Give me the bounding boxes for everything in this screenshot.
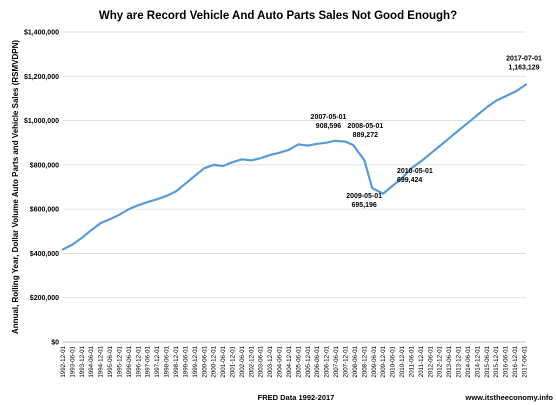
annotation-value: 695,196	[352, 202, 377, 209]
x-tick-label: 2006-12-01	[324, 345, 331, 377]
y-tick-label: $1,400,000	[24, 30, 59, 37]
x-tick-label: 2007-12-01	[343, 345, 350, 377]
x-tick-label: 2004-06-01	[277, 345, 284, 377]
x-tick-label: 1999-06-01	[182, 345, 189, 377]
y-tick-label: $600,000	[30, 207, 59, 214]
y-tick-label: $200,000	[30, 295, 59, 302]
x-tick-label: 1997-06-01	[145, 345, 152, 377]
x-tick-label: 1992-12-01	[60, 345, 67, 377]
x-tick-label: 1993-06-01	[69, 345, 76, 377]
annotation-date: 2010-05-01	[397, 168, 433, 175]
x-tick-label: 1998-12-01	[173, 345, 180, 377]
x-tick-label: 1999-12-01	[192, 345, 199, 377]
x-tick-label: 1996-12-01	[135, 345, 142, 377]
x-tick-label: 2009-12-01	[380, 345, 387, 377]
annotation-date: 2017-07-01	[506, 55, 542, 62]
x-tick-label: 2004-12-01	[286, 345, 293, 377]
x-tick-label: 2003-06-01	[258, 345, 265, 377]
x-tick-label: 2002-12-01	[248, 345, 255, 377]
y-tick-label: $400,000	[30, 251, 59, 258]
x-tick-label: 2012-06-01	[427, 345, 434, 377]
x-tick-label: 1995-06-01	[107, 345, 114, 377]
annotation-value: 699,424	[397, 177, 422, 184]
chart-title: Why are Record Vehicle And Auto Parts Sa…	[99, 10, 457, 22]
annotation-value: 1,163,129	[508, 64, 539, 71]
x-tick-label: 1994-06-01	[88, 345, 95, 377]
series-layer	[61, 83, 528, 251]
annotation-date: 2009-05-01	[346, 193, 382, 200]
x-tick-label: 1996-06-01	[126, 345, 133, 377]
annotation-date: 2008-05-01	[347, 123, 383, 130]
x-tick-label: 2014-06-01	[465, 345, 472, 377]
y-axis-label: Annual, Rolling Year, Dollar Volume Auto…	[11, 40, 20, 334]
y-tick-label: $0	[51, 340, 59, 347]
x-tick-label: 1993-12-01	[79, 345, 86, 377]
x-tick-label: 2014-12-01	[474, 345, 481, 377]
source-credit: www.itstheeconomy.info	[464, 393, 553, 402]
x-tick-label: 2008-06-01	[352, 345, 359, 377]
x-tick-label: 2013-06-01	[446, 345, 453, 377]
x-tick-label: 1994-12-01	[98, 345, 105, 377]
y-tick-label: $1,000,000	[24, 118, 59, 125]
x-tick-label: 2001-06-01	[220, 345, 227, 377]
annotation-value: 889,272	[353, 132, 378, 139]
x-axis-ticks: 1992-12-01 1993-06-01 1993-12-01 1994-06-01…	[60, 345, 528, 377]
x-tick-label: 1998-06-01	[164, 345, 171, 377]
x-tick-label: 2007-06-01	[333, 345, 340, 377]
x-tick-label: 2003-12-01	[267, 345, 274, 377]
annotations: 2007-05-01 908,596 2008-05-01 889,272 2009-0…	[311, 55, 542, 209]
x-tick-label: 2008-12-01	[361, 345, 368, 377]
x-tick-label: 2005-06-01	[295, 345, 302, 377]
x-tick-label: 2000-12-01	[211, 345, 218, 377]
annotation-date: 2007-05-01	[311, 114, 347, 121]
x-tick-label: 1997-12-01	[154, 345, 161, 377]
series-line	[61, 83, 528, 251]
x-tick-label: 2002-06-01	[239, 345, 246, 377]
x-tick-label: 2011-12-01	[418, 345, 425, 377]
y-tick-label: $800,000	[30, 162, 59, 169]
y-axis-ticks: $0 $200,000 $400,000 $600,000 $800,000 $1,000…	[24, 30, 59, 347]
x-tick-label: 2013-12-01	[456, 345, 463, 377]
x-tick-label: 2000-06-01	[201, 345, 208, 377]
x-tick-label: 2010-06-01	[390, 345, 397, 377]
x-tick-label: 2009-06-01	[371, 345, 378, 377]
x-tick-label: 2011-06-01	[408, 345, 415, 377]
x-tick-label: 2006-06-01	[314, 345, 321, 377]
x-tick-label: 2010-12-01	[399, 345, 406, 377]
annotation-value: 908,596	[316, 123, 341, 130]
y-tick-label: $1,200,000	[24, 74, 59, 81]
x-tick-label: 2001-12-01	[230, 345, 237, 377]
x-tick-label: 1995-12-01	[116, 345, 123, 377]
x-tick-label: 2017-06-01	[521, 345, 528, 377]
x-tick-label: 2005-12-01	[305, 345, 312, 377]
x-tick-label: 2015-12-01	[493, 345, 500, 377]
x-tick-label: 2012-12-01	[437, 345, 444, 377]
x-tick-label: 2015-06-01	[484, 345, 491, 377]
x-tick-label: 2016-12-01	[512, 345, 519, 377]
grid-lines	[63, 31, 526, 299]
x-tick-label: 2016-06-01	[503, 345, 510, 377]
x-axis-label: FRED Data 1992-2017	[258, 393, 335, 402]
